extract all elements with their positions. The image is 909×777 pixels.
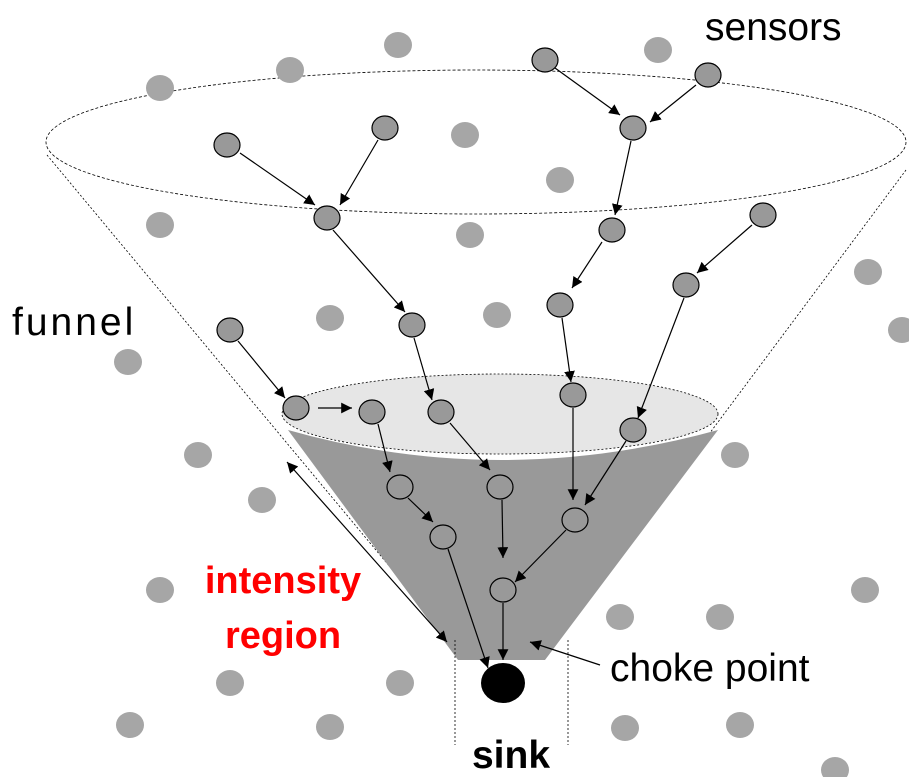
sensor-node [372, 116, 398, 140]
sensor-dot [726, 712, 754, 738]
sensor-node [547, 293, 573, 317]
sensor-node [599, 218, 625, 242]
sensor-dot [316, 714, 344, 740]
sensor-dot [316, 305, 344, 331]
sensor-node [314, 206, 340, 230]
sensor-node [750, 203, 776, 227]
sensor-node [695, 63, 721, 87]
sensor-node [620, 116, 646, 140]
sensor-dot [644, 37, 672, 63]
sensor-dot [276, 57, 304, 83]
arrow [615, 141, 631, 215]
sensor-node [532, 48, 558, 72]
sensor-dot [483, 302, 511, 328]
sensor-node [428, 400, 454, 424]
arrow [697, 225, 752, 273]
arrow [333, 230, 405, 312]
page: sensors funnel intensity region choke po… [0, 0, 909, 777]
sensor-node [560, 383, 586, 407]
arrow [555, 68, 620, 115]
diagram: sensors funnel intensity region choke po… [0, 0, 909, 777]
sensor-node [359, 400, 385, 424]
sensor-dot [706, 604, 734, 630]
sensor-node [283, 396, 309, 420]
intensity-label: region [225, 615, 341, 657]
sensor-dot [146, 212, 174, 238]
sensor-node [217, 318, 243, 342]
sensor-node [214, 133, 240, 157]
sensor-dot [146, 75, 174, 101]
arrow [240, 153, 315, 205]
sensor-dot [216, 670, 244, 696]
arrow [340, 140, 378, 205]
sensor-dot [606, 604, 634, 630]
arrow [238, 341, 285, 398]
sensor-dot [821, 757, 849, 777]
sensor-node [620, 418, 646, 442]
sensor-dot [248, 487, 276, 513]
sensor-dot [116, 712, 144, 738]
sensor-node [490, 578, 516, 602]
sensor-dot [851, 577, 879, 603]
sensor-dot [384, 32, 412, 58]
sink-label: sink [472, 734, 550, 777]
sensor-node [430, 525, 456, 549]
sensor-node [387, 475, 413, 499]
sensor-node [399, 313, 425, 337]
arrow [650, 85, 696, 122]
arrow [572, 242, 602, 288]
sensor-dot [451, 122, 479, 148]
sensor-dot [888, 317, 909, 343]
funnel-label: funnel [12, 301, 136, 344]
sensor-node [487, 475, 513, 499]
sensor-dot [721, 442, 749, 468]
sensor-dot [611, 715, 639, 741]
sensor-dot [854, 259, 882, 285]
sensor-dot [546, 167, 574, 193]
intensity-label: intensity [205, 560, 361, 602]
sensors-label: sensors [705, 6, 842, 49]
sensor-node [673, 273, 699, 297]
choke-label: choke point [610, 647, 810, 690]
sink-node [481, 663, 525, 703]
arrow [562, 318, 571, 382]
sensor-dot [146, 577, 174, 603]
sensor-dot [114, 349, 142, 375]
region-top [282, 374, 718, 454]
sensor-dot [386, 670, 414, 696]
sensor-node [562, 508, 588, 532]
sensor-dot [456, 222, 484, 248]
sensor-dot [184, 442, 212, 468]
